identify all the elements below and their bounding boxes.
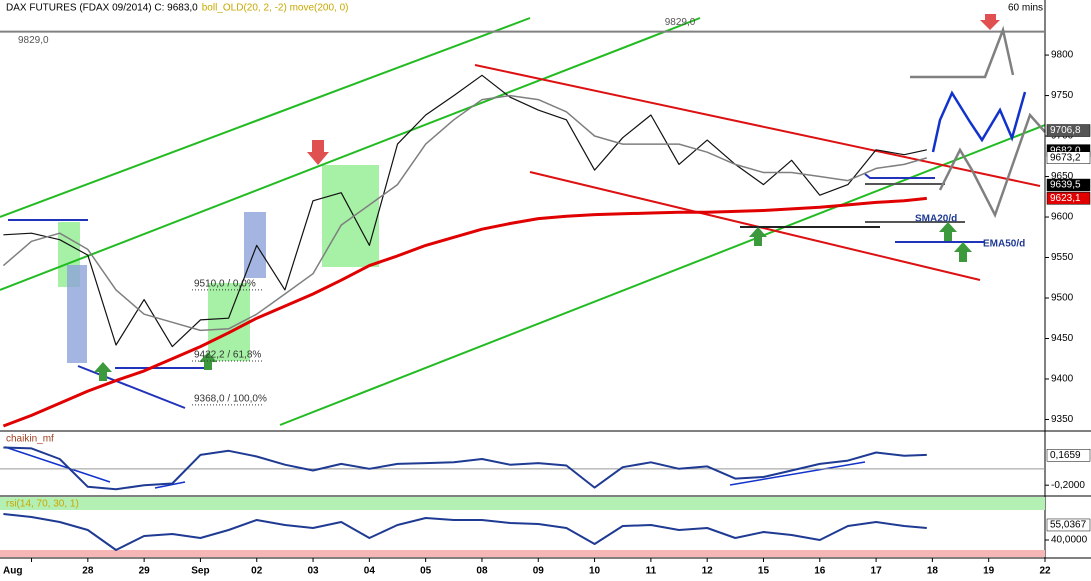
x-tick-label: 03 — [307, 566, 319, 577]
annotation: EMA50/d — [983, 239, 1025, 250]
arrow-up — [94, 362, 112, 381]
arrow-down — [307, 140, 329, 165]
price-label: 0,1659 — [1050, 450, 1081, 461]
trend-line — [474, 64, 1041, 187]
x-tick-label: 28 — [82, 566, 94, 577]
y-tick-label: 9450 — [1051, 333, 1074, 344]
y-tick-label: 9800 — [1051, 50, 1074, 61]
x-tick-label: Sep — [191, 566, 209, 577]
x-tick-label: 05 — [420, 566, 432, 577]
y-tick-label: 9500 — [1051, 293, 1074, 304]
trend-line — [4, 446, 111, 483]
overbought-band — [0, 497, 1045, 510]
y-tick-label: 9550 — [1051, 252, 1074, 263]
price-label-box — [1046, 151, 1091, 164]
x-tick-label: 17 — [871, 566, 883, 577]
series-line — [2, 94, 928, 332]
x-tick-label: 02 — [251, 566, 263, 577]
zone — [244, 212, 266, 278]
x-tick-label: 16 — [814, 566, 826, 577]
x-tick-label: 08 — [476, 566, 488, 577]
fib-label: 9510,0 / 0,0% — [194, 279, 256, 290]
y-tick-label: -0,2000 — [1051, 480, 1085, 491]
trend-line — [77, 365, 186, 409]
oversold-band — [0, 550, 1045, 557]
y-tick-label: 9600 — [1051, 212, 1074, 223]
y-tick-label: 9650 — [1051, 171, 1074, 182]
price-label: 9673,2 — [1050, 152, 1081, 163]
panel-title: chaikin_mf — [6, 434, 54, 445]
fib-label: 9422,2 / 61,8% — [194, 350, 261, 361]
arrow-up — [954, 242, 972, 262]
x-tick-label: 10 — [589, 566, 601, 577]
series-line — [3, 446, 927, 491]
price-label-box — [1046, 192, 1091, 205]
series-line — [2, 196, 927, 428]
y-tick-label: 9750 — [1051, 90, 1074, 101]
price-label-box — [1046, 124, 1091, 137]
x-tick-label: 15 — [758, 566, 770, 577]
fib-label: 9368,0 / 100,0% — [194, 394, 267, 405]
price-label: 9639,5 — [1050, 180, 1081, 191]
arrow-down — [980, 14, 1000, 30]
zone — [322, 165, 379, 267]
x-tick-label: 18 — [927, 566, 939, 577]
trend-line — [864, 173, 935, 179]
series-line — [3, 513, 927, 551]
trend-line — [0, 17, 701, 291]
price-label: 55,0367 — [1050, 520, 1087, 531]
y-tick-label: 9400 — [1051, 374, 1074, 385]
x-tick-label: 29 — [139, 566, 151, 577]
x-tick-label: Aug — [3, 566, 22, 577]
x-tick-label: 09 — [533, 566, 545, 577]
y-tick-label: 40,0000 — [1051, 535, 1088, 546]
panel-title: rsi(14, 70, 30, 1) — [6, 499, 79, 510]
x-tick-label: 11 — [646, 566, 657, 577]
timeframe: 60 mins — [1008, 3, 1043, 14]
price-label: 9706,8 — [1050, 125, 1081, 136]
trend-line — [279, 124, 1046, 426]
chart-title: DAX FUTURES (FDAX 09/2014) C: 9683,0 — [6, 3, 198, 14]
trend-line — [0, 17, 531, 218]
price-label-box — [1046, 178, 1091, 192]
x-tick-label: 04 — [364, 566, 376, 577]
trend-line — [154, 481, 186, 489]
price-label-box — [1046, 518, 1091, 532]
arrow-up — [749, 227, 767, 246]
x-tick-label: 19 — [983, 566, 995, 577]
axes-frame — [0, 0, 1091, 559]
projection — [931, 90, 1027, 153]
x-tick-label: 12 — [702, 566, 714, 577]
zone — [67, 265, 87, 363]
level-label: 9829,0 — [665, 17, 696, 28]
price-label-box — [1046, 448, 1091, 462]
arrow-up — [939, 222, 957, 241]
annotation: SMA20/d — [915, 214, 957, 225]
chart-subtitle: boll_OLD(20, 2, -2) move(200, 0) — [202, 3, 349, 14]
price-label: 9682,0 — [1050, 145, 1081, 156]
projection — [938, 112, 1046, 219]
drawings — [0, 14, 1046, 489]
price-label: 9623,1 — [1050, 193, 1081, 204]
y-tick-label: 9350 — [1051, 414, 1074, 425]
level-label: 9829,0 — [18, 35, 49, 46]
x-tick-label: 22 — [1039, 566, 1051, 577]
trend-line — [729, 461, 866, 486]
projection — [910, 25, 1015, 79]
